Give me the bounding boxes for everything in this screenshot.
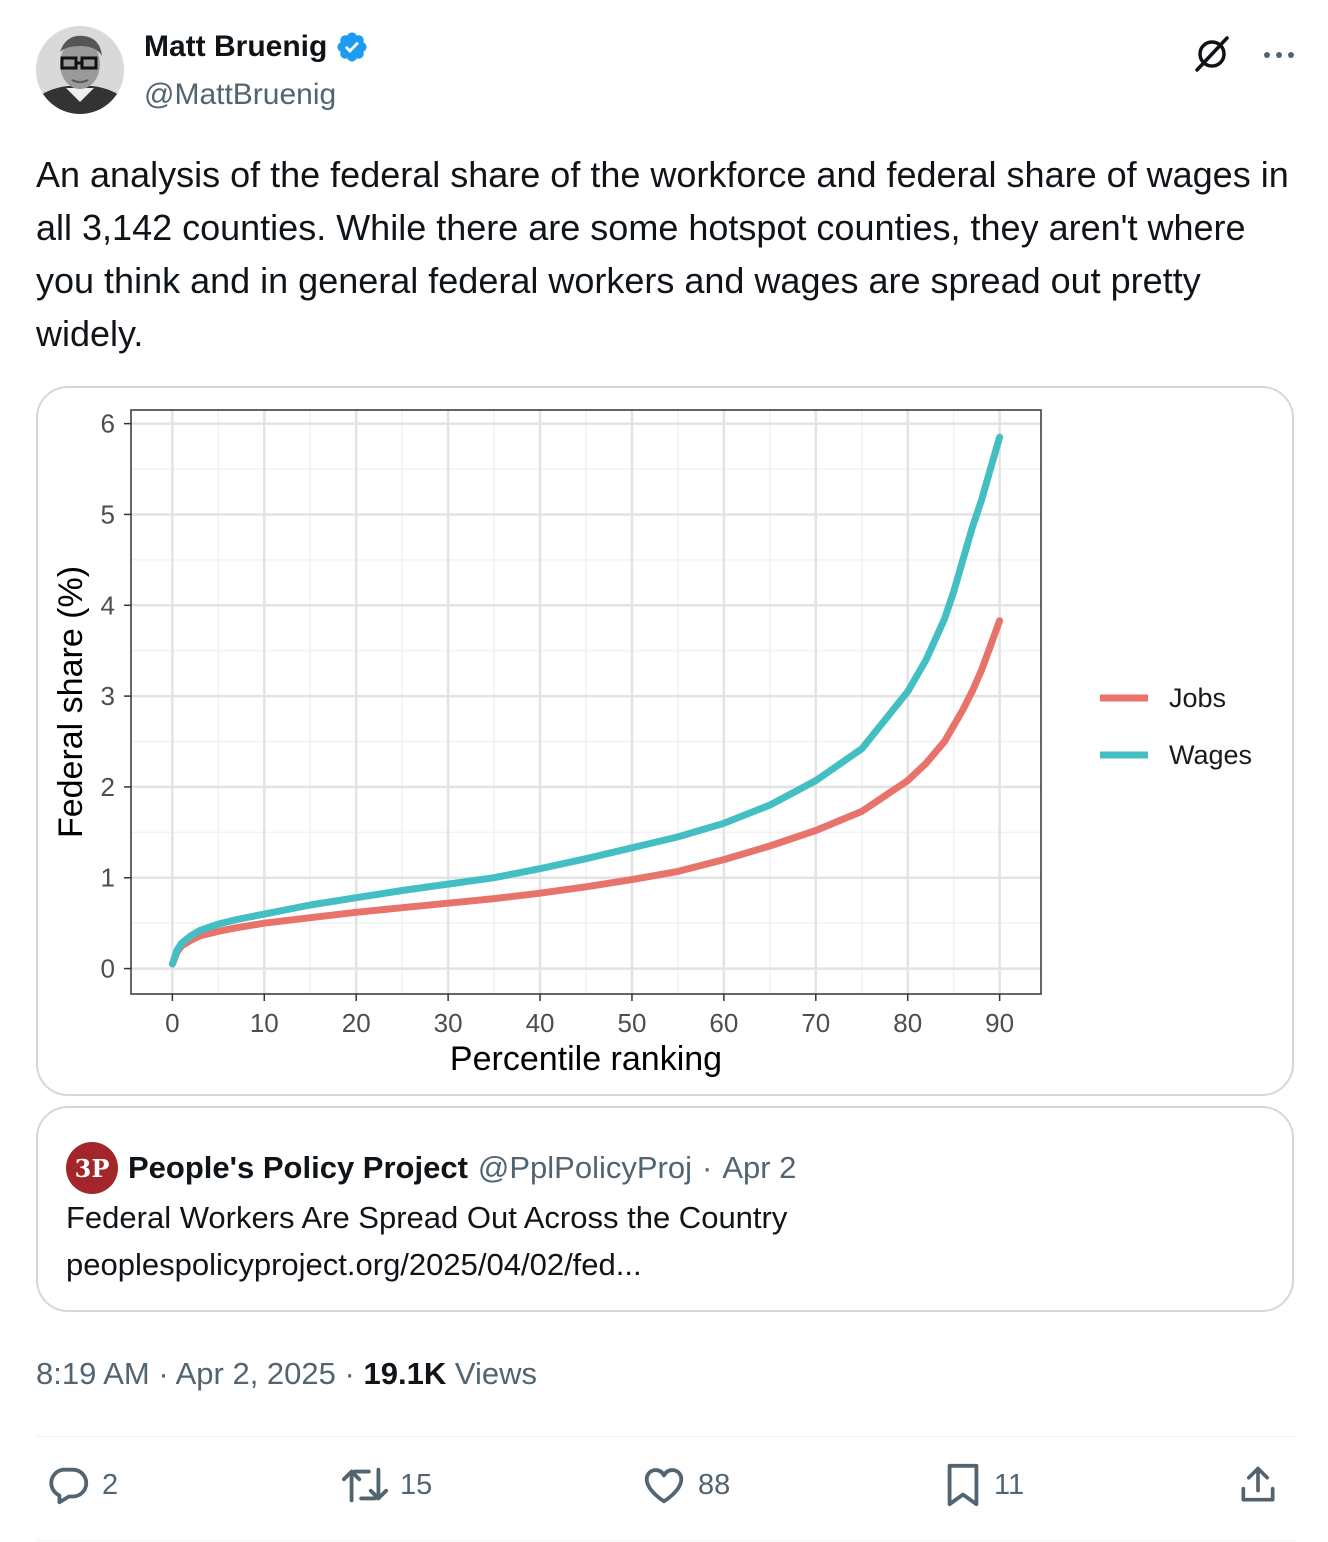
tweet-header: Matt Bruenig @MattBruenig — [36, 26, 1296, 118]
y-tick-label: 1 — [101, 863, 115, 893]
tweet-actions: 2 15 88 11 — [46, 1462, 1286, 1520]
legend-label-wages: Wages — [1169, 740, 1252, 770]
quote-text-link[interactable]: peoplespolicyproject.org/2025/04/02/fed.… — [66, 1247, 642, 1282]
views-label: Views — [454, 1356, 537, 1391]
tweet-meta: 8:19 AM · Apr 2, 2025 · 19.1K Views — [36, 1356, 537, 1392]
quote-author-handle[interactable]: @PplPolicyProj — [477, 1150, 692, 1185]
repost-icon — [341, 1467, 388, 1503]
author-name[interactable]: Matt Bruenig — [144, 30, 328, 63]
reply-icon — [49, 1467, 89, 1505]
tweet-date[interactable]: Apr 2, 2025 — [175, 1356, 336, 1391]
tweet-time[interactable]: 8:19 AM — [36, 1356, 150, 1391]
meta-separator: · — [344, 1356, 355, 1391]
y-tick-label: 4 — [101, 590, 115, 620]
author-name-row: Matt Bruenig — [144, 30, 369, 64]
chart-grid — [131, 410, 1041, 994]
series-line-wages — [168, 433, 1004, 968]
grok-icon[interactable] — [1192, 34, 1232, 79]
y-tick-label: 6 — [101, 409, 115, 439]
reply-count: 2 — [102, 1468, 119, 1501]
x-tick-label: 60 — [709, 1008, 738, 1038]
heart-icon — [644, 1468, 684, 1504]
meta-separator: · — [158, 1356, 169, 1391]
x-axis-label: Percentile ranking — [450, 1040, 722, 1078]
x-tick-label: 0 — [165, 1008, 179, 1038]
x-tick-label: 30 — [434, 1008, 463, 1038]
x-tick-label: 50 — [617, 1008, 646, 1038]
share-button[interactable] — [1236, 1462, 1280, 1508]
bookmark-button[interactable]: 11 — [942, 1462, 1024, 1508]
verified-badge-icon — [335, 30, 369, 64]
divider — [36, 1540, 1294, 1541]
quoted-tweet-card[interactable]: 3P People's Policy Project @PplPolicyPro… — [36, 1106, 1294, 1312]
like-button[interactable]: 88 — [640, 1462, 730, 1508]
y-tick-label: 3 — [101, 681, 115, 711]
x-tick-label: 40 — [526, 1008, 555, 1038]
y-axis-label: Federal share (%) — [52, 566, 90, 838]
chart-legend: Jobs Wages — [1100, 683, 1252, 770]
x-tick-label: 20 — [342, 1008, 371, 1038]
more-options-icon[interactable] — [1262, 48, 1296, 66]
share-icon — [1241, 1466, 1275, 1502]
y-tick-label: 0 — [101, 954, 115, 984]
quote-date[interactable]: Apr 2 — [722, 1150, 797, 1185]
x-tick-label: 70 — [801, 1008, 830, 1038]
quote-avatar[interactable]: 3P — [66, 1142, 118, 1194]
y-tick-label: 5 — [101, 499, 115, 529]
x-tick-label: 80 — [893, 1008, 922, 1038]
top-actions — [1192, 34, 1296, 79]
author-handle[interactable]: @MattBruenig — [144, 78, 337, 111]
y-tick-label: 2 — [101, 772, 115, 802]
chart-ticks: 0 10 20 30 40 50 60 70 80 90 0 1 2 3 4 5 6 — [101, 409, 1015, 1038]
quote-header: 3P People's Policy Project @PplPolicyPro… — [66, 1142, 796, 1194]
quote-text-title: Federal Workers Are Spread Out Across th… — [66, 1200, 788, 1235]
bookmark-icon — [947, 1463, 979, 1507]
like-count: 88 — [698, 1468, 731, 1501]
tweet-text: An analysis of the federal share of the … — [36, 154, 1289, 354]
quote-separator: · — [702, 1150, 713, 1185]
line-chart: 0 10 20 30 40 50 60 70 80 90 0 1 2 3 4 5 6 Percentile ra… — [52, 409, 1252, 1078]
reply-button[interactable]: 2 — [46, 1462, 118, 1508]
bookmark-count: 11 — [994, 1468, 1025, 1501]
x-tick-label: 90 — [985, 1008, 1014, 1038]
legend-label-jobs: Jobs — [1169, 683, 1226, 713]
repost-button[interactable]: 15 — [340, 1462, 432, 1508]
tweet-media-chart[interactable]: 0 10 20 30 40 50 60 70 80 90 0 1 2 3 4 5 6 Percentile ra… — [36, 386, 1294, 1096]
chart-series — [168, 433, 1004, 968]
author-avatar[interactable] — [36, 26, 124, 114]
plot-panel-border — [130, 409, 1042, 995]
views-count: 19.1K — [363, 1356, 447, 1391]
x-tick-label: 10 — [250, 1008, 279, 1038]
divider — [36, 1436, 1294, 1437]
quote-author-name[interactable]: People's Policy Project — [128, 1150, 468, 1185]
repost-count: 15 — [400, 1468, 433, 1501]
series-line-jobs — [168, 617, 1004, 968]
